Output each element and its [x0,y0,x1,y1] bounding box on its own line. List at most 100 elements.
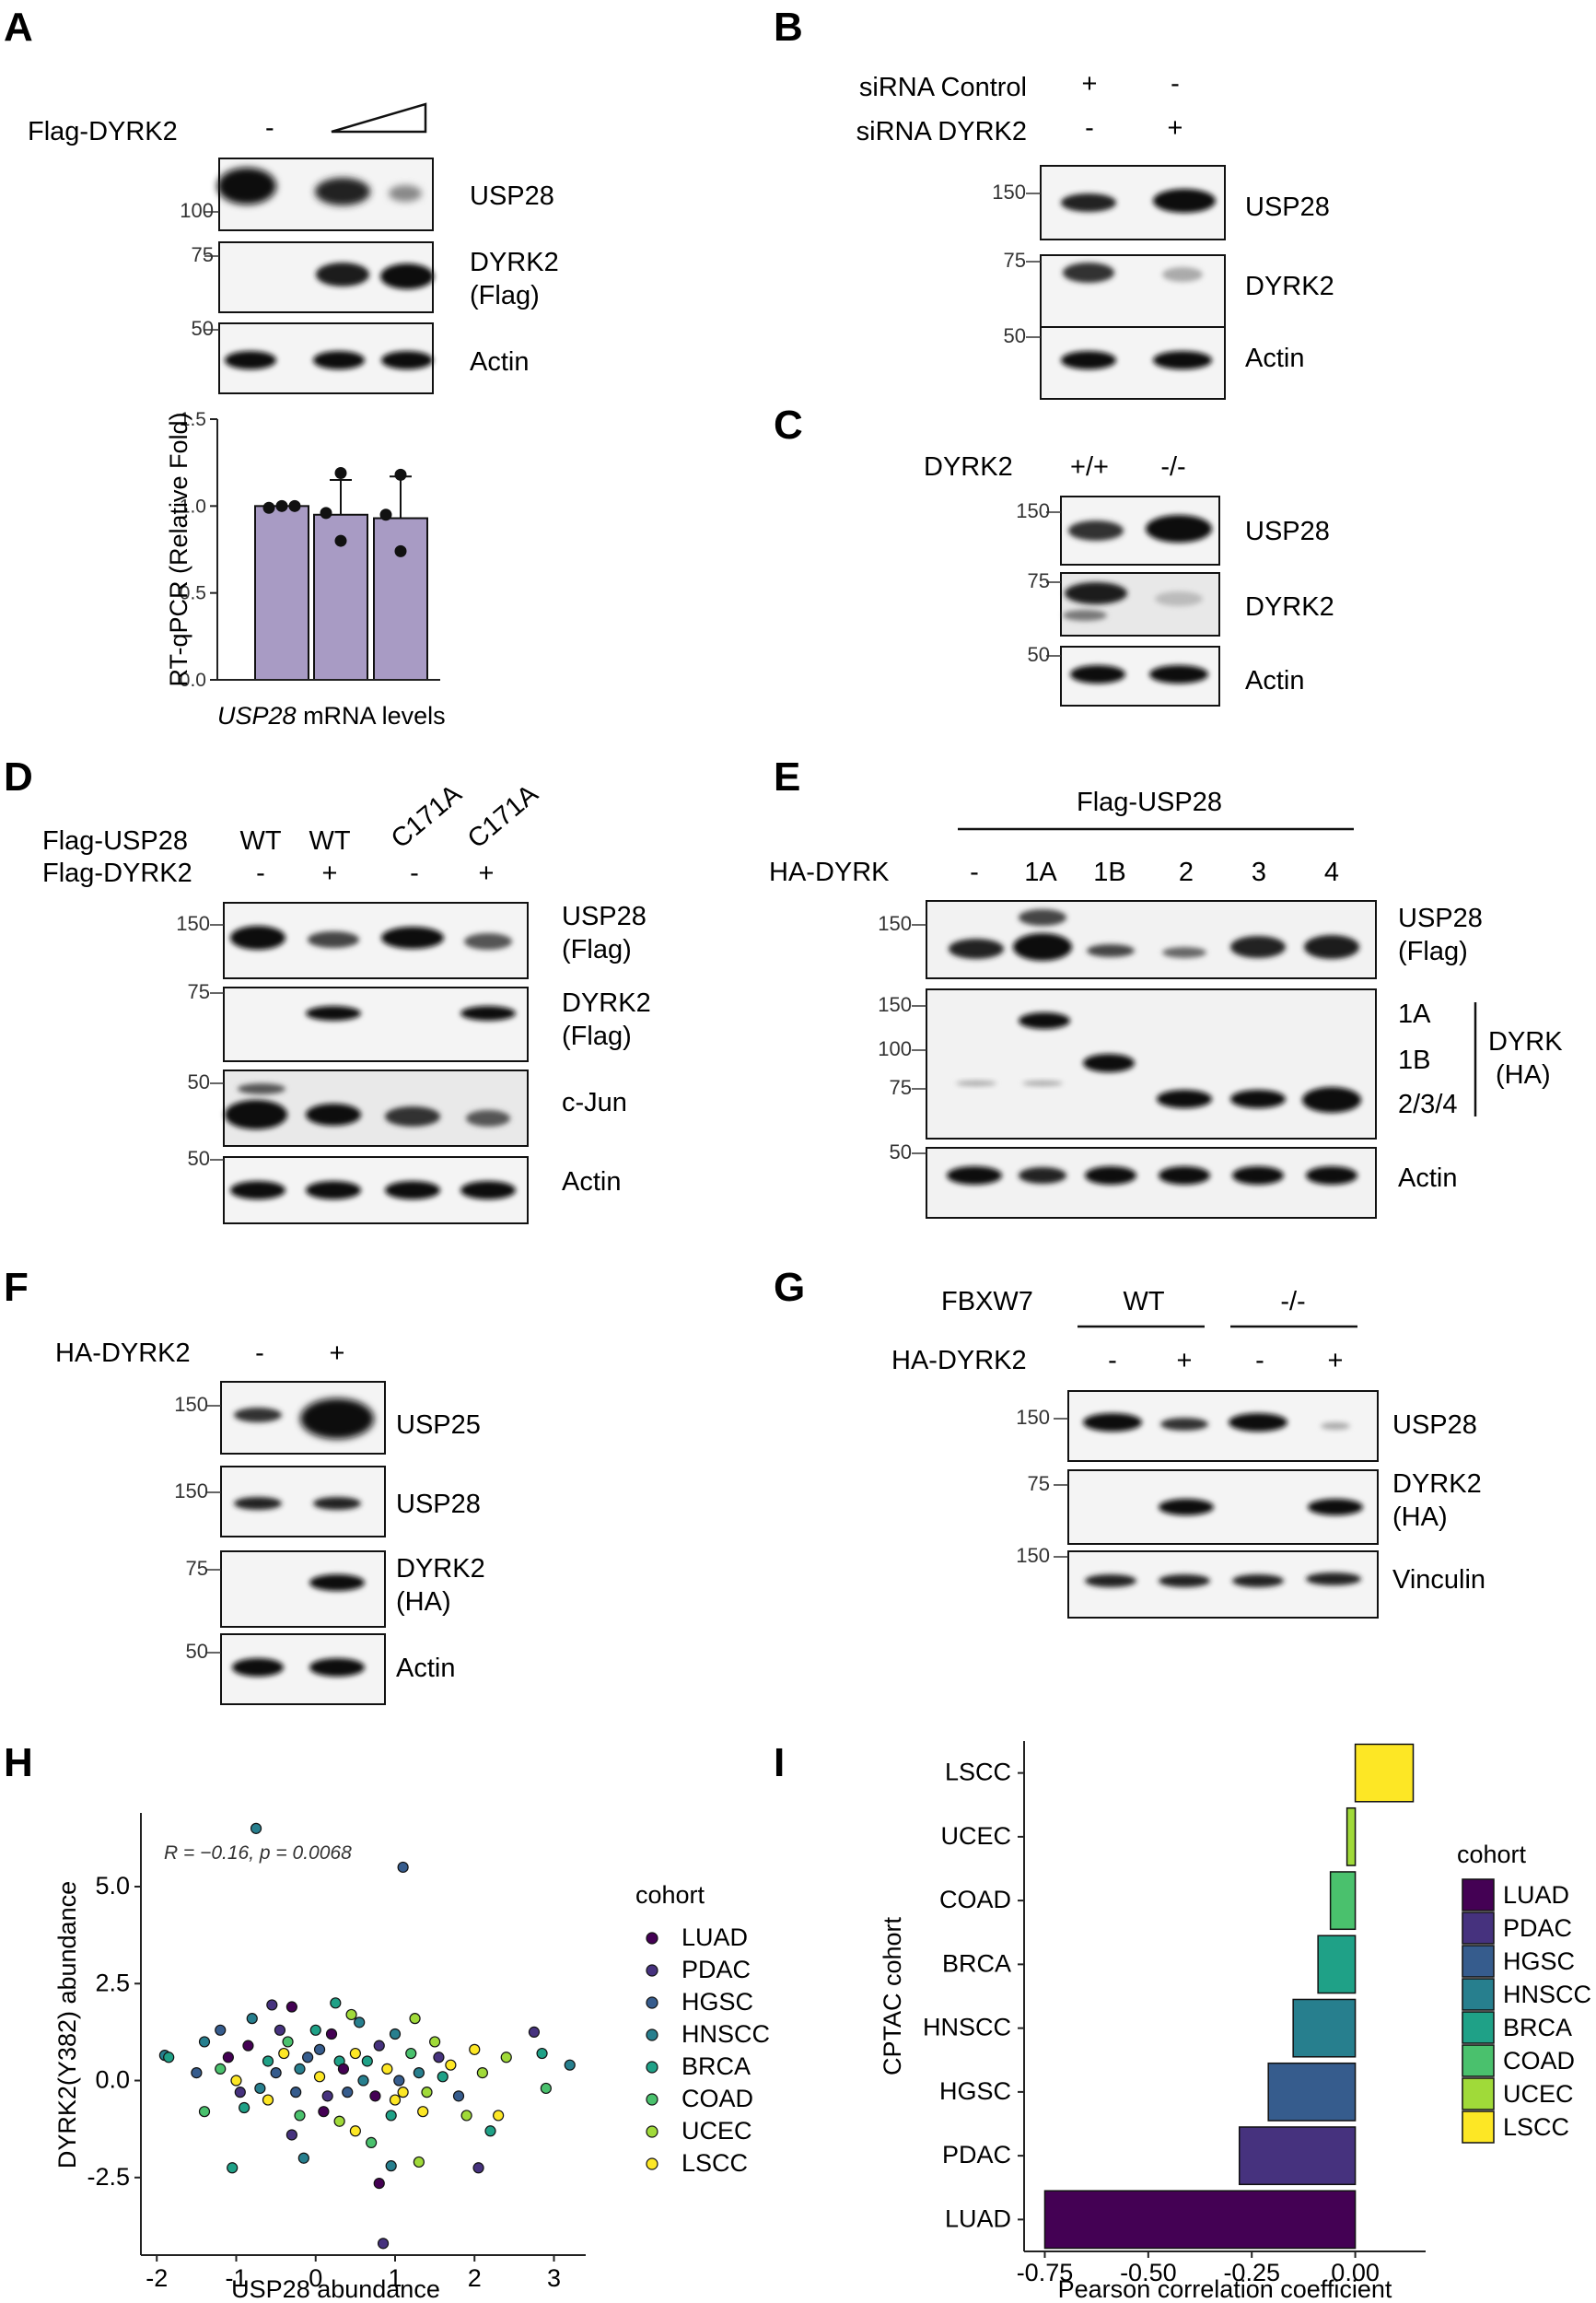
band [1160,1418,1208,1431]
band [1063,263,1114,283]
scatter-point [361,2055,373,2067]
mw-marker: 150 [992,181,1026,204]
band [1061,193,1116,212]
legend-swatch [646,2061,658,2074]
legend-label: PDAC [1503,1914,1572,1942]
band [389,185,422,202]
legend-swatch [646,2157,658,2170]
legend-swatch [1462,2011,1495,2044]
mw-marker: 50 [188,1070,210,1093]
col-label: 2 [1179,858,1194,887]
scatter-point [413,2067,425,2079]
row-label: USP28 [396,1490,481,1519]
panel-letter-f: F [4,1265,29,1310]
legend-swatch [1462,1878,1495,1911]
band [380,263,434,289]
sirna-dyrk2-label: siRNA DYRK2 [856,117,1027,146]
scatter-point [377,2238,390,2250]
scatter-point [357,2075,369,2087]
mw-marker: 150 [176,912,210,935]
band [1061,351,1116,369]
col-label: 4 [1324,858,1339,887]
legend-label: PDAC [682,1956,751,1983]
mw-marker: 100 [180,199,214,222]
band [306,1104,361,1126]
mw-marker: 75 [188,980,210,1003]
scatter-point [297,2152,309,2164]
row-label: Actin [562,1167,621,1197]
y-axis-title: CPTAC cohort [879,1916,906,2075]
scatter-point [437,2071,449,2083]
legend-label: UCEC [682,2117,752,2145]
scatter-point [163,2052,175,2063]
legend-swatch [646,1996,658,2009]
scatter-point [381,2063,393,2075]
row-label: Actin [1398,1163,1457,1193]
scatter-point [230,2075,242,2087]
sign: + [322,859,338,888]
mw-marker: 75 [890,1076,912,1099]
scatter-point [262,2055,274,2067]
legend-swatch [1462,2044,1495,2077]
row-label: USP28 [562,902,647,931]
row-label: DYRK2 [1392,1469,1482,1499]
legend-label: LUAD [1503,1881,1569,1909]
scatter-point [198,2106,211,2118]
band [1153,351,1212,369]
band [1157,1090,1212,1108]
mw-marker: 150 [878,912,912,935]
band [1308,1499,1363,1515]
row-label: USP25 [396,1410,481,1440]
band [225,1100,287,1129]
band [381,351,433,369]
col-label: C171A [386,778,468,854]
scatter-point [369,2090,381,2102]
x-tick-label: -0.50 [1120,2259,1177,2286]
y-tick-label: 1.5 [180,409,206,430]
band [1229,1413,1287,1432]
blot-usp28 [926,900,1377,979]
legend-swatch [646,1932,658,1945]
scatter-point [285,2001,297,2013]
col-label: - [970,858,979,887]
band [313,351,365,369]
band [306,1181,361,1199]
sign: + [1328,1346,1344,1375]
legend-label: COAD [1503,2047,1575,2075]
band [1230,1090,1286,1108]
scatter-point [397,1861,409,1874]
scatter-point [429,2036,441,2048]
band [1306,1166,1357,1185]
band [315,178,370,205]
scatter-point [452,2090,465,2102]
row-label: (Flag) [562,1022,632,1051]
scatter-point [433,2052,445,2063]
band [1306,1572,1361,1585]
scatter-point [266,1999,278,2011]
band [1083,1054,1135,1072]
x-tick-label: 1 [388,2264,402,2292]
sirna-control-label: siRNA Control [859,73,1027,102]
legend-swatch [1462,1945,1495,1978]
scatter-point [234,2087,246,2098]
band [1232,1166,1284,1185]
scatter-point [239,2101,250,2114]
row-label: Actin [396,1654,455,1683]
data-point [288,499,301,512]
scatter-point [250,1822,262,1834]
row-label: c-Jun [562,1088,627,1117]
legend-label: HNSCC [1503,1981,1591,2008]
legend-label: HGSC [682,1988,753,2016]
legend-swatch [1462,2077,1495,2110]
y-tick-label: 0.0 [95,2066,130,2094]
x-axis-title: USP28 mRNA levels [217,702,446,730]
panel-i: I LSCCUCECCOADBRCAHNSCCHGSCPDACLUAD-0.75… [774,1740,1591,2303]
sign: + [1177,1346,1193,1375]
scatter-point [389,2094,402,2106]
y-tick-label: BRCA [942,1949,1011,1977]
group-label: -/- [1280,1287,1305,1316]
band [1146,515,1212,543]
band [1083,1413,1142,1432]
scatter-point [500,2052,512,2063]
band [1159,1574,1210,1587]
